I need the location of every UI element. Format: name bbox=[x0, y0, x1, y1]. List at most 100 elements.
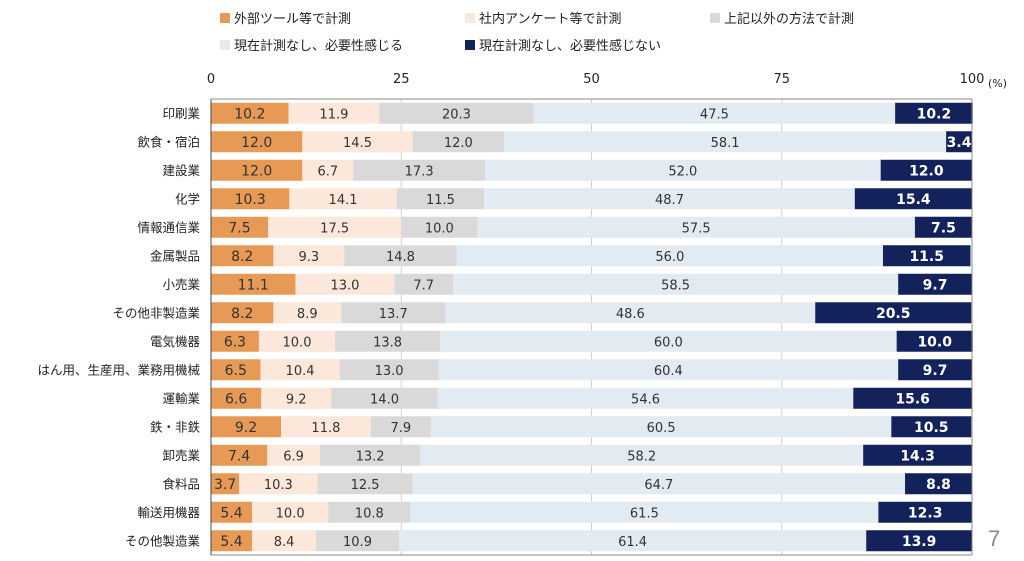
data-label: 6.6 bbox=[225, 391, 247, 407]
bar-segment bbox=[344, 245, 457, 267]
data-label: 10.0 bbox=[425, 221, 454, 236]
data-label: 11.9 bbox=[319, 107, 348, 122]
data-label: 58.1 bbox=[711, 136, 740, 151]
data-label: 9.2 bbox=[286, 392, 307, 407]
data-label: 13.8 bbox=[373, 335, 402, 350]
bar-segment bbox=[289, 188, 397, 210]
bar-segment bbox=[302, 131, 413, 153]
data-label: 7.4 bbox=[228, 448, 250, 464]
data-label: 12.5 bbox=[351, 478, 380, 493]
data-label: 14.3 bbox=[900, 448, 935, 464]
data-label: 12.0 bbox=[909, 163, 944, 179]
category-label: 金属製品 bbox=[150, 248, 200, 263]
bar-segment bbox=[452, 273, 899, 295]
data-label: 61.5 bbox=[630, 506, 659, 521]
bar-segment bbox=[438, 359, 899, 381]
data-label: 13.0 bbox=[375, 364, 404, 379]
bar-segment bbox=[854, 188, 972, 210]
bar-segment bbox=[880, 159, 972, 181]
bar-segment bbox=[331, 387, 438, 409]
data-label: 20.5 bbox=[876, 306, 911, 322]
bar-segment bbox=[341, 302, 446, 324]
x-tick-label: 75 bbox=[773, 72, 790, 87]
data-label: 13.0 bbox=[330, 278, 359, 293]
bar-segment bbox=[412, 473, 906, 495]
category-label: その他非製造業 bbox=[112, 305, 200, 320]
bar-segment bbox=[211, 159, 303, 181]
legend-item: 上記以外の方法で計測 bbox=[710, 8, 854, 27]
data-label: 7.5 bbox=[228, 220, 250, 236]
bar-segment bbox=[267, 444, 320, 466]
bar-segment bbox=[853, 387, 972, 409]
bar-segment bbox=[273, 245, 345, 267]
category-label: 食料品 bbox=[162, 476, 200, 491]
data-label: 10.0 bbox=[283, 335, 312, 350]
bar-segment bbox=[398, 530, 867, 552]
legend-swatch bbox=[465, 12, 475, 23]
data-label: 15.6 bbox=[895, 391, 930, 407]
bar-segment bbox=[268, 216, 402, 238]
bar-segment bbox=[484, 159, 881, 181]
legend-label: 外部ツール等で計測 bbox=[234, 12, 352, 27]
bar-segment bbox=[882, 245, 971, 267]
bar-segment bbox=[261, 387, 332, 409]
bar-segment bbox=[370, 416, 431, 438]
x-tick-label: 0 bbox=[207, 72, 215, 87]
bar-segment bbox=[317, 473, 413, 495]
bar-segment bbox=[319, 444, 421, 466]
data-label: 13.7 bbox=[379, 307, 408, 322]
category-label: 輸送用機器 bbox=[137, 505, 200, 520]
bar-segment bbox=[430, 416, 892, 438]
bar-segment bbox=[440, 330, 897, 352]
data-label: 11.5 bbox=[426, 193, 455, 208]
legend-label: 現在計測なし、必要性感じない bbox=[479, 39, 662, 54]
data-label: 5.4 bbox=[220, 534, 242, 550]
bar-segment bbox=[211, 273, 296, 295]
legend-item: 社内アンケート等で計測 bbox=[465, 8, 621, 27]
data-label: 10.5 bbox=[914, 420, 949, 436]
bar-segment bbox=[396, 188, 485, 210]
bar-segment bbox=[898, 359, 972, 381]
legend-item: 現在計測なし、必要性感じない bbox=[465, 35, 661, 54]
bar-segment bbox=[252, 501, 329, 523]
bar-segment bbox=[410, 501, 879, 523]
bar-segment bbox=[273, 302, 342, 324]
bar-segment bbox=[445, 302, 816, 324]
bar-segment bbox=[484, 188, 855, 210]
data-label: 15.4 bbox=[896, 192, 931, 208]
data-label: 13.2 bbox=[356, 449, 385, 464]
bar-segment bbox=[503, 131, 947, 153]
data-label: 10.9 bbox=[343, 535, 372, 550]
legend-item: 現在計測なし、必要性感じる bbox=[220, 35, 403, 54]
bar-segment bbox=[211, 131, 303, 153]
data-label: 48.6 bbox=[616, 307, 645, 322]
data-label: 52.0 bbox=[668, 164, 697, 179]
bar-segment bbox=[211, 359, 261, 381]
bar-segment bbox=[891, 416, 972, 438]
category-label: 飲食・宿泊 bbox=[137, 134, 200, 149]
data-label: 6.7 bbox=[317, 164, 338, 179]
data-label: 14.1 bbox=[329, 193, 358, 208]
data-label: 7.7 bbox=[413, 278, 434, 293]
bar-segment bbox=[379, 102, 534, 124]
bar-segment bbox=[412, 131, 504, 153]
category-label: はん用、生産用、業務用機械 bbox=[37, 362, 200, 377]
bar-segment bbox=[252, 530, 317, 552]
bar-segment bbox=[456, 245, 883, 267]
data-label: 57.5 bbox=[682, 221, 711, 236]
data-label: 9.2 bbox=[235, 420, 257, 436]
bar-segment bbox=[815, 302, 972, 324]
data-label: 10.2 bbox=[917, 106, 952, 122]
bar-segment bbox=[211, 501, 253, 523]
data-label: 60.0 bbox=[654, 335, 683, 350]
bar-segment bbox=[401, 216, 478, 238]
data-label: 8.2 bbox=[231, 306, 253, 322]
legend-label: 社内アンケート等で計測 bbox=[479, 12, 622, 27]
data-label: 12.0 bbox=[241, 135, 272, 151]
bar-segment bbox=[878, 501, 972, 523]
bar-segment bbox=[211, 387, 262, 409]
data-label: 10.0 bbox=[276, 506, 305, 521]
data-label: 61.4 bbox=[618, 535, 647, 550]
bar-segment bbox=[211, 444, 268, 466]
data-label: 6.5 bbox=[225, 363, 247, 379]
